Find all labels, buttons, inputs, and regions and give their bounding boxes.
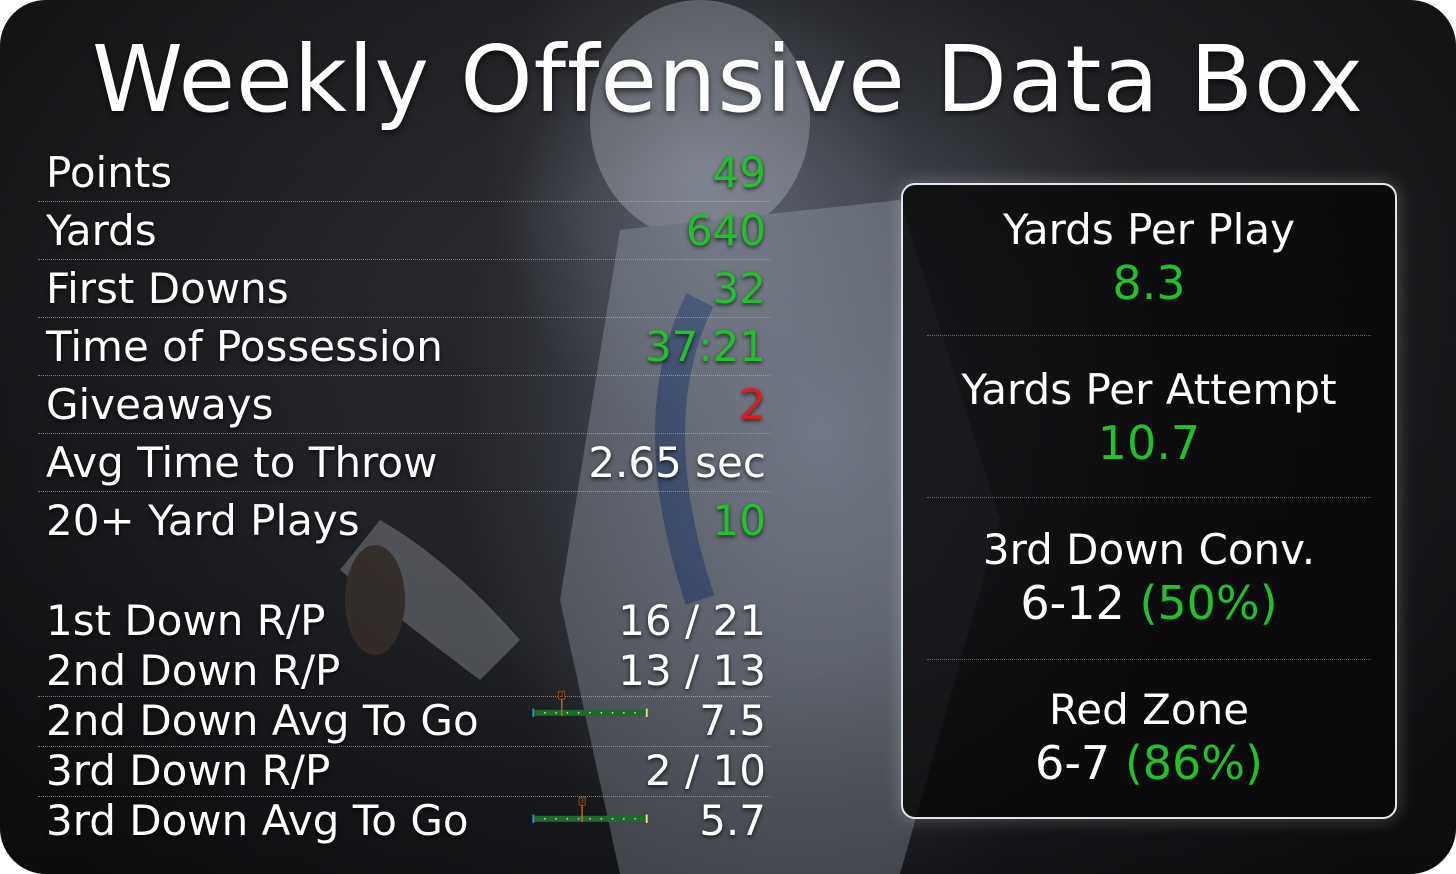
gauge-yard-dot (566, 818, 569, 820)
panel-divider (927, 497, 1371, 498)
panel-red-zone: Red Zone 6-7 (86%) (903, 685, 1395, 791)
stat-value: 37:21 (644, 322, 766, 371)
panel-value-line: 6-12 (50%) (903, 575, 1395, 631)
panel-percent: (86%) (1124, 736, 1263, 790)
down-row-1st-rp: 1st Down R/P 16 / 21 (38, 596, 770, 646)
panel-value: 10.7 (1097, 416, 1201, 470)
panel-divider (927, 335, 1371, 336)
gauge-yard-dot (600, 818, 603, 820)
down-row-2nd-avg-to-go: 2nd Down Avg To Go 7.5 (38, 696, 770, 747)
gauge-yard-dot (623, 818, 625, 820)
panel-label: Red Zone (1048, 685, 1250, 734)
gauge-yard-dot (623, 712, 625, 714)
stat-value: 2.65 sec (588, 438, 766, 487)
stat-row-points: Points 49 (38, 145, 770, 202)
panel-yards-per-attempt: Yards Per Attempt 10.7 (903, 365, 1395, 471)
stat-label: 20+ Yard Plays (46, 496, 360, 545)
page-title: Weekly Offensive Data Box (91, 26, 1365, 133)
gauge-yard-dot (611, 818, 614, 820)
down-row-3rd-rp: 3rd Down R/P 2 / 10 (38, 746, 770, 797)
gauge-start-tick (532, 814, 535, 823)
gauge-marker-label: 3 (580, 798, 584, 805)
down-label: 3rd Down R/P (46, 746, 331, 795)
panel-value: 8.3 (1112, 256, 1186, 310)
gauge-yard-dot (577, 818, 580, 820)
gauge-yard-dot (566, 712, 569, 714)
down-value: 2 / 10 (644, 746, 766, 795)
gauge-yard-dot (589, 818, 591, 820)
stat-value: 10 (712, 496, 766, 545)
stat-label: Avg Time to Throw (46, 438, 438, 487)
yards-to-go-gauge-3rd: 3 (532, 796, 648, 823)
stat-row-giveaways: Giveaways 2 (38, 377, 770, 434)
stat-row-time-of-possession: Time of Possession 37:21 (38, 319, 770, 376)
gauge-yard-dot (577, 712, 580, 714)
panel-value: 6-7 (1035, 736, 1111, 790)
down-row-3rd-avg-to-go: 3rd Down Avg To Go 5.7 (38, 796, 770, 846)
gauge-start-tick (532, 708, 535, 717)
panel-value: 6-12 (1020, 576, 1125, 630)
gauge-yard-dot (611, 712, 614, 714)
gauge-yard-dot (544, 818, 546, 820)
stat-row-first-downs: First Downs 32 (38, 261, 770, 318)
down-label: 3rd Down Avg To Go (46, 796, 469, 845)
gauge-yard-dot (544, 712, 546, 714)
stat-row-avg-time-to-throw: Avg Time to Throw 2.65 sec (38, 435, 770, 492)
down-label: 2nd Down Avg To Go (46, 696, 479, 745)
stat-value: 49 (712, 148, 766, 197)
gauge-end-tick (645, 708, 648, 717)
panel-value-line: 6-7 (86%) (903, 735, 1395, 791)
panel-label: Yards Per Attempt (961, 365, 1337, 414)
panel-label: Yards Per Play (1003, 205, 1295, 254)
gauge-yard-dot (634, 712, 636, 714)
down-value: 16 / 21 (618, 596, 766, 645)
panel-3rd-down-conv: 3rd Down Conv. 6-12 (50%) (903, 525, 1395, 631)
yards-to-go-gauge-2nd: 2 (532, 690, 648, 717)
stat-label: Time of Possession (46, 322, 443, 371)
gauge-marker-label: 2 (560, 692, 564, 699)
stat-label: First Downs (46, 264, 289, 313)
gauge-yard-dot (555, 818, 557, 820)
panel-percent: (50%) (1139, 576, 1278, 630)
gauge-yard-dot (600, 712, 603, 714)
down-value: 13 / 13 (618, 646, 766, 695)
panel-label: 3rd Down Conv. (982, 525, 1316, 574)
stat-row-20-plus-yard-plays: 20+ Yard Plays 10 (38, 493, 770, 549)
stat-value: 32 (712, 264, 766, 313)
gauge-yard-dot (555, 712, 557, 714)
stat-value: 640 (685, 206, 766, 255)
down-value: 7.5 (699, 696, 766, 745)
panel-divider (927, 659, 1371, 660)
gauge-marker-box (578, 796, 586, 806)
gauge-yard-dot (634, 818, 636, 820)
down-row-2nd-rp: 2nd Down R/P 13 / 13 (38, 646, 770, 697)
stat-row-yards: Yards 640 (38, 203, 770, 260)
stat-label: Points (46, 148, 173, 197)
down-label: 2nd Down R/P (46, 646, 341, 695)
stat-label: Yards (46, 206, 157, 255)
panel-yards-per-play: Yards Per Play 8.3 (903, 205, 1395, 311)
gauge-end-tick (645, 814, 648, 823)
gauge-marker-box (558, 690, 566, 700)
gauge-yard-dot (589, 712, 591, 714)
down-label: 1st Down R/P (46, 596, 326, 645)
down-value: 5.7 (699, 796, 766, 845)
efficiency-panel: Yards Per Play 8.3 Yards Per Attempt 10.… (901, 183, 1397, 819)
stat-label: Giveaways (46, 380, 274, 429)
stat-value: 2 (739, 380, 766, 429)
